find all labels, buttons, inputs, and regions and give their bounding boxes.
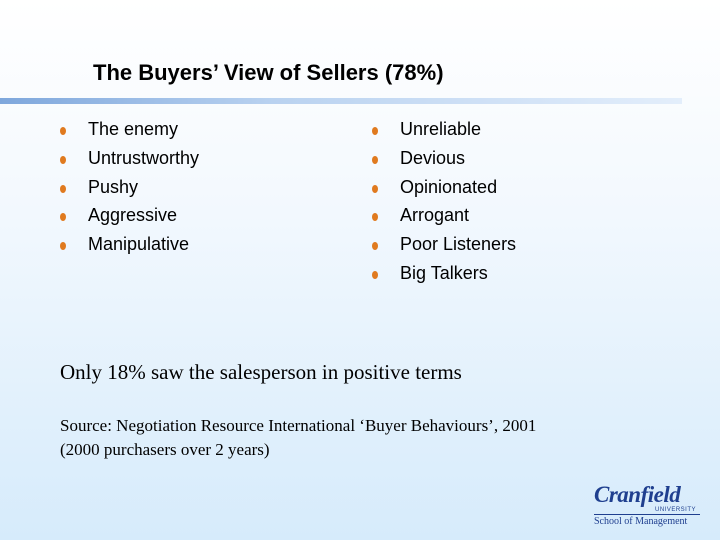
logo-sub: UNIVERSITY — [655, 507, 697, 513]
bullet — [60, 155, 66, 164]
list-item: Devious — [400, 147, 466, 168]
title: The Buyers’ View of Sellers (78%) — [93, 60, 444, 85]
bullet — [372, 184, 378, 193]
list-item: Manipulative — [88, 234, 190, 255]
title-rule — [0, 98, 682, 104]
bullet — [60, 127, 66, 135]
bullet — [372, 271, 378, 279]
source-line: Source: Negotiation Resource Internation… — [60, 416, 537, 435]
list-item: The enemy — [88, 119, 179, 139]
bullet — [372, 242, 378, 251]
list-item: Untrustworthy — [88, 147, 200, 168]
logo-line — [594, 514, 700, 515]
list-item: Big Talkers — [400, 263, 488, 283]
bullet — [60, 184, 66, 193]
bullet — [60, 213, 66, 222]
list-item: Arrogant — [400, 205, 470, 226]
logo-name: Cranfield — [594, 482, 681, 507]
bullet — [60, 242, 66, 251]
list-item: Opinionated — [400, 176, 498, 197]
statement: Only 18% saw the salesperson in positive… — [60, 360, 462, 384]
list-item: Poor Listeners — [400, 234, 517, 255]
list-item: Pushy — [88, 176, 139, 197]
bullet — [372, 155, 378, 164]
list-item: Unreliable — [400, 119, 482, 139]
list-item: Aggressive — [88, 205, 178, 226]
logo-school: School of Management — [594, 516, 688, 527]
source-line: (2000 purchasers over 2 years) — [60, 440, 270, 459]
bullet — [372, 213, 378, 222]
bullet — [372, 127, 378, 135]
